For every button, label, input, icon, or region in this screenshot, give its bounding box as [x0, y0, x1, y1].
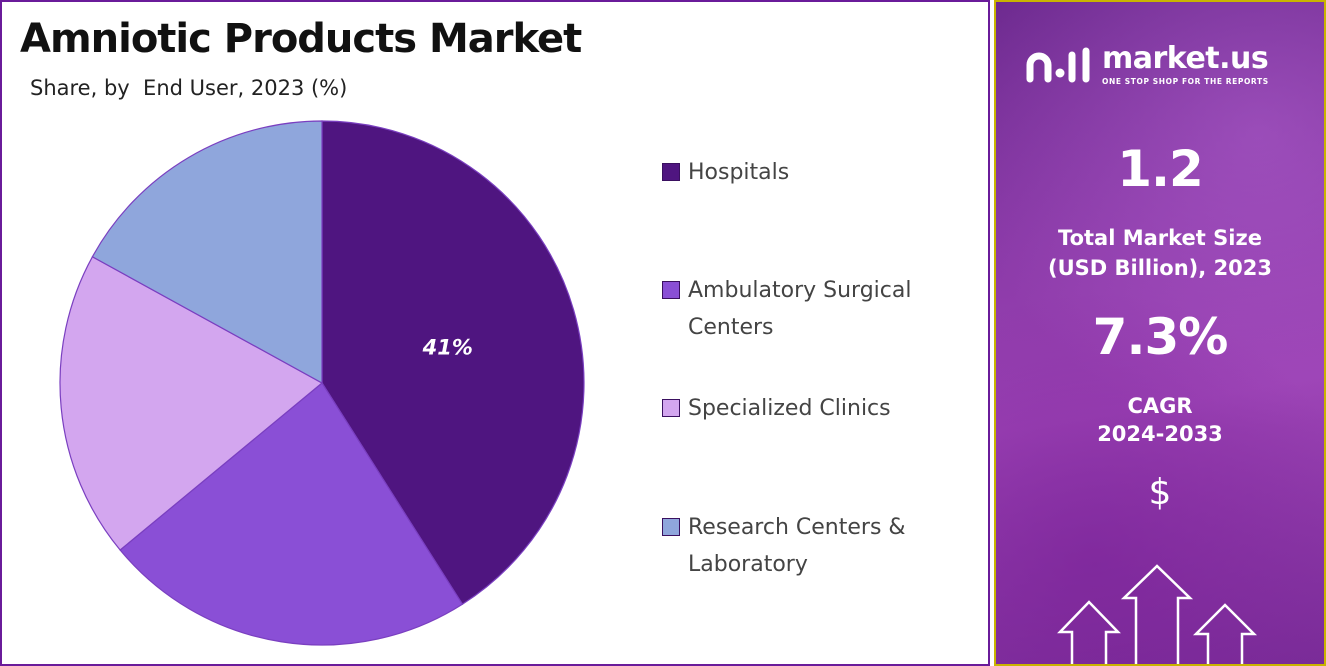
brand-tagline: ONE STOP SHOP FOR THE REPORTS: [1102, 77, 1269, 86]
cagr-value: 7.3%: [1092, 308, 1229, 366]
brand-logo: market.us ONE STOP SHOP FOR THE REPORTS: [1026, 44, 1269, 86]
chart-panel: Amniotic Products Market Share, by End U…: [0, 0, 990, 666]
pie-slice-specialized-clinics: [59, 255, 324, 551]
dollar-icon: $: [1148, 472, 1172, 513]
legend-item-ambulatory-surgical-centers: Ambulatory Surgical Centers: [662, 275, 968, 346]
legend-label: Hospitals: [688, 160, 790, 185]
pie-slices: [59, 120, 585, 646]
chart-title: Amniotic Products Market: [20, 16, 582, 62]
legend-label: Specialized Clinics: [688, 396, 891, 421]
cagr-period: 2024-2033: [1097, 422, 1223, 446]
legend-label: Research Centers & Laboratory: [688, 515, 906, 577]
growth-arrows-icon: [1057, 564, 1258, 664]
legend-swatch-hospitals: [662, 163, 680, 181]
legend-swatch-ambulatory-surgical-centers: [662, 281, 680, 299]
legend-item-hospitals: Hospitals: [662, 157, 968, 191]
legend-swatch-research-centers-laboratory: [662, 518, 680, 536]
data-label-hospitals: 41%: [422, 335, 473, 359]
legend-item-specialized-clinics: Specialized Clinics: [662, 393, 968, 427]
pie-labels: 41%: [422, 335, 473, 359]
summary-panel: market.us ONE STOP SHOP FOR THE REPORTS …: [994, 0, 1326, 666]
market-size-label-unit: (USD Billion), 2023: [1047, 256, 1273, 280]
pie-slice-research-centers-laboratory: [91, 120, 323, 385]
pie-slice-ambulatory-surgical-centers: [119, 382, 464, 646]
market-us-logo-icon: [1026, 47, 1090, 83]
market-size-label: Total Market Size: [1058, 226, 1262, 250]
legend-item-research-centers-laboratory: Research Centers & Laboratory: [662, 512, 968, 583]
market-size-value: 1.2: [1117, 140, 1204, 198]
pie-slice-hospitals: [321, 120, 585, 606]
legend-label: Ambulatory Surgical Centers: [688, 278, 912, 340]
pie-chart: 41%: [59, 120, 585, 646]
legend-swatch-specialized-clinics: [662, 399, 680, 417]
cagr-label: CAGR: [1127, 394, 1193, 418]
chart-subtitle: Share, by End User, 2023 (%): [30, 76, 348, 100]
brand-name: market.us: [1102, 41, 1269, 76]
